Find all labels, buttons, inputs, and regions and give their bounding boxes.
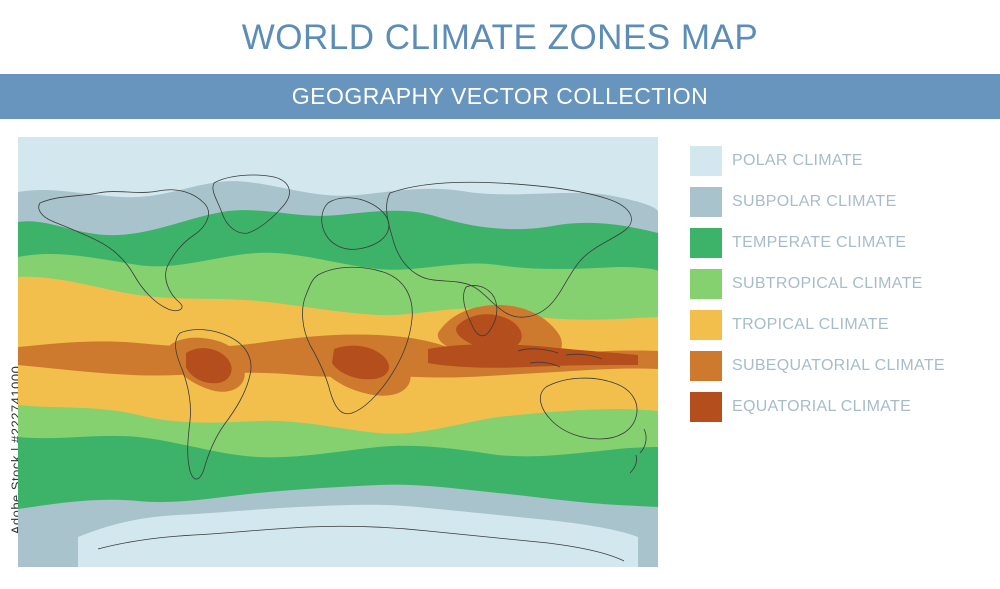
legend-swatch: [690, 145, 722, 176]
legend-label: SUBEQUATORIAL CLIMATE: [732, 356, 945, 374]
indonesia-outline: [517, 348, 603, 368]
climate-legend: POLAR CLIMATE SUBPOLAR CLIMATE TEMPERATE…: [690, 140, 990, 427]
legend-item-polar: POLAR CLIMATE: [690, 140, 990, 181]
legend-label: SUBPOLAR CLIMATE: [732, 192, 897, 210]
legend-item-tropical: TROPICAL CLIMATE: [690, 304, 990, 345]
legend-label: POLAR CLIMATE: [732, 151, 863, 169]
legend-label: SUBTROPICAL CLIMATE: [732, 274, 923, 292]
legend-swatch: [690, 350, 722, 381]
legend-label: TEMPERATE CLIMATE: [732, 233, 907, 251]
asia-outline: [386, 181, 632, 318]
continent-outlines: [38, 174, 647, 562]
legend-item-subequatorial: SUBEQUATORIAL CLIMATE: [690, 345, 990, 386]
climate-map: [18, 137, 658, 567]
europe-outline: [321, 197, 390, 250]
equatorial-zone-america: [186, 348, 232, 384]
legend-item-equatorial: EQUATORIAL CLIMATE: [690, 386, 990, 427]
polar-zone-south: [78, 504, 638, 567]
new-zealand-outline: [629, 428, 647, 474]
equatorial-zone-indonesia: [428, 344, 638, 368]
legend-swatch: [690, 268, 722, 299]
legend-swatch: [690, 391, 722, 422]
south-america-outline: [175, 329, 252, 480]
australia-outline: [539, 377, 638, 440]
legend-item-subtropical: SUBTROPICAL CLIMATE: [690, 263, 990, 304]
subtitle-banner: GEOGRAPHY VECTOR COLLECTION: [0, 74, 1000, 119]
legend-item-temperate: TEMPERATE CLIMATE: [690, 222, 990, 263]
page-title: WORLD CLIMATE ZONES MAP: [241, 18, 759, 57]
legend-swatch: [690, 186, 722, 217]
north-america-outline: [38, 189, 209, 311]
legend-swatch: [690, 309, 722, 340]
africa-outline: [302, 266, 413, 415]
greenland-outline: [212, 174, 290, 234]
legend-item-subpolar: SUBPOLAR CLIMATE: [690, 181, 990, 222]
equatorial-zone-africa: [332, 345, 389, 380]
legend-label: TROPICAL CLIMATE: [732, 315, 889, 333]
legend-label: EQUATORIAL CLIMATE: [732, 397, 912, 415]
india-outline: [463, 285, 498, 337]
antarctica-outline: [97, 525, 625, 562]
legend-swatch: [690, 227, 722, 258]
